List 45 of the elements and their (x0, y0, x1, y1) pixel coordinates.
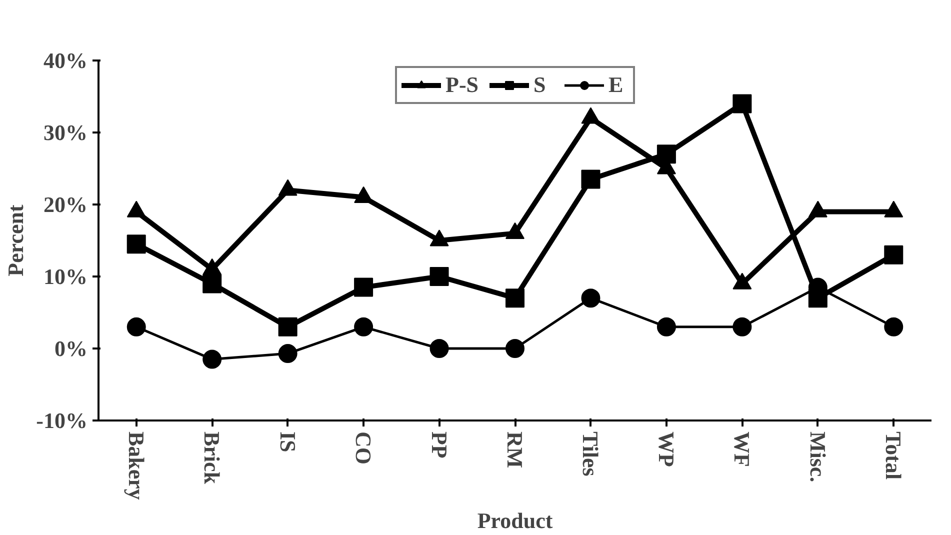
y-tick-label: 40% (44, 48, 88, 73)
point (278, 317, 298, 336)
point (278, 344, 298, 364)
point (884, 245, 904, 264)
point (506, 339, 524, 358)
point (506, 288, 524, 308)
point (581, 107, 600, 124)
x-tick-label: CO (351, 432, 376, 464)
point (126, 200, 146, 218)
y-tick-label: 20% (44, 192, 88, 217)
y-tick-label: 0% (54, 336, 88, 361)
x-tick-label: Tiles (578, 432, 604, 477)
point (202, 350, 222, 369)
point (884, 317, 904, 336)
y-tick-label: -10% (36, 408, 88, 433)
y-tick-label: 10% (44, 264, 88, 289)
point (884, 200, 904, 218)
point (808, 200, 828, 218)
y-axis-title: Percent (3, 204, 28, 276)
x-tick-label: Brick (200, 432, 225, 485)
x-axis-title: Product (477, 508, 554, 533)
point (430, 230, 449, 246)
legend-label: S (534, 72, 547, 98)
legend-label: E (608, 72, 624, 98)
point (202, 274, 222, 294)
point (506, 222, 524, 239)
point (126, 317, 146, 336)
x-tick-label: WP (654, 432, 679, 467)
x-tick-label: Total (881, 432, 906, 480)
point (354, 317, 374, 336)
point (430, 267, 449, 286)
x-tick-label: WF (730, 432, 755, 467)
x-tick-label: Misc. (805, 432, 830, 482)
x-tick-label: RM (502, 432, 528, 468)
point (430, 339, 449, 358)
point (732, 317, 752, 336)
y-tick-label: 30% (44, 120, 88, 145)
x-tick-label: PP (426, 432, 452, 458)
point (278, 179, 298, 196)
legend-label: P-S (446, 72, 478, 98)
point (656, 317, 676, 336)
point (581, 288, 600, 308)
point (354, 278, 374, 297)
x-tick-label: Bakery (124, 432, 149, 500)
x-tick-label: IS (275, 432, 300, 452)
